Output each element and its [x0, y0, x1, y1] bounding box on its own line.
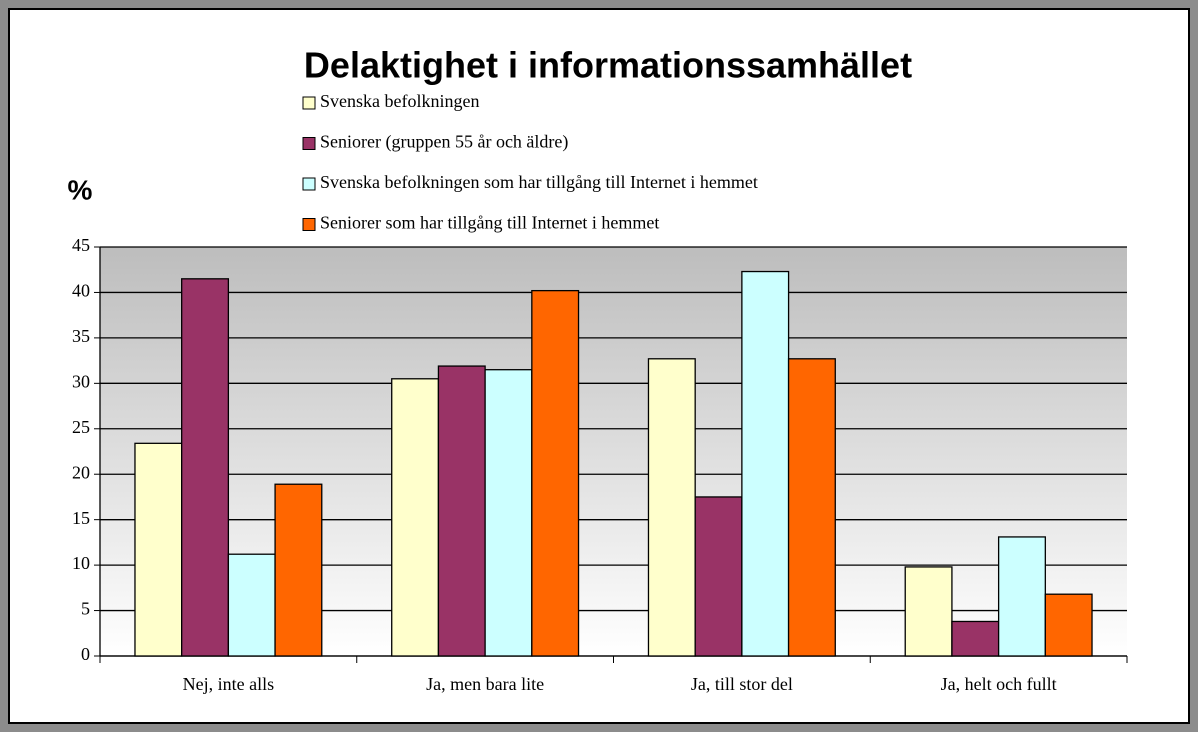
- bar: [391, 378, 440, 657]
- y-tick-label: 45: [72, 235, 90, 255]
- legend-label: Seniorer som har tillgång till Internet …: [320, 213, 659, 233]
- y-tick-label: 30: [72, 371, 90, 391]
- legend-swatch: [302, 96, 316, 110]
- y-tick-label: 0: [81, 644, 90, 664]
- y-tick-label: 15: [72, 508, 90, 528]
- legend-label: Svenska befolkningen: [320, 91, 479, 111]
- chart-title: Delaktighet i informationssamhället: [304, 45, 912, 86]
- bar: [181, 278, 230, 657]
- bar: [951, 620, 1000, 657]
- bar: [694, 496, 743, 657]
- bar: [437, 365, 486, 657]
- bar: [227, 553, 276, 657]
- x-tick-label: Ja, men bara lite: [426, 674, 544, 694]
- x-tick-label: Ja, till stor del: [691, 674, 793, 694]
- bar: [531, 289, 580, 657]
- y-tick-label: 40: [72, 281, 90, 301]
- bar: [647, 358, 696, 657]
- bar: [134, 442, 183, 657]
- y-axis-label: %: [68, 174, 93, 205]
- legend-label: Seniorer (gruppen 55 år och äldre): [320, 132, 568, 153]
- y-tick-label: 5: [81, 599, 90, 619]
- y-tick-label: 35: [72, 326, 90, 346]
- bar: [741, 270, 790, 657]
- bar: [1044, 593, 1093, 657]
- y-tick-label: 10: [72, 553, 90, 573]
- bar: [787, 358, 836, 657]
- bar: [484, 369, 533, 657]
- legend-swatch: [302, 218, 316, 231]
- y-tick-label: 25: [72, 417, 90, 437]
- legend-swatch: [302, 137, 316, 150]
- x-tick-label: Nej, inte alls: [183, 674, 274, 694]
- y-tick-label: 20: [72, 462, 90, 482]
- bar: [997, 536, 1046, 657]
- bar: [904, 566, 953, 657]
- legend-swatch: [302, 177, 316, 191]
- legend-label: Svenska befolkningen som har tillgång ti…: [320, 172, 758, 192]
- x-tick-label: Ja, helt och fullt: [941, 674, 1057, 694]
- bar: [274, 483, 323, 657]
